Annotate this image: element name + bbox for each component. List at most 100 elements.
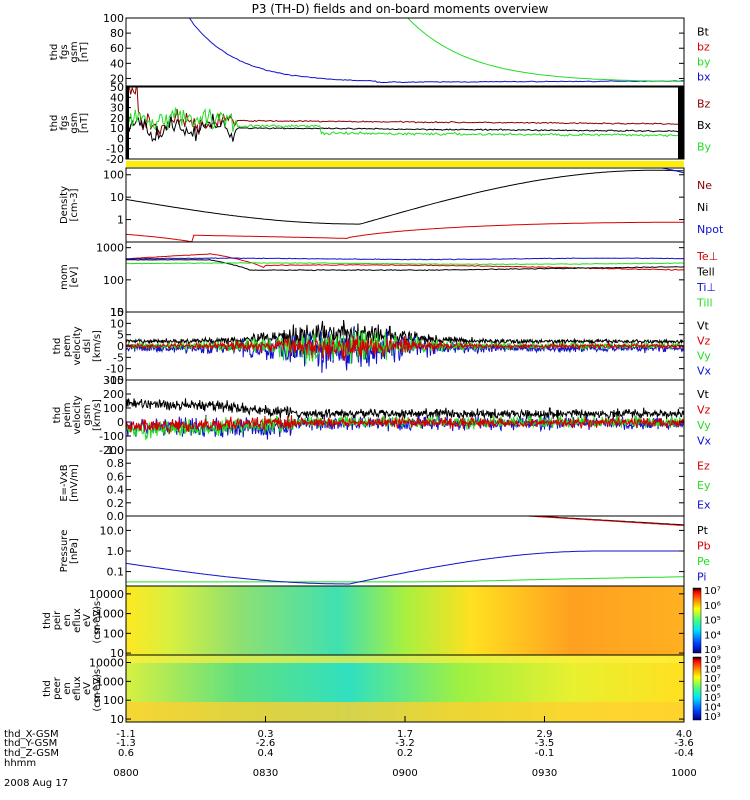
ylabel-perm-velocity-0: thd — [52, 338, 63, 355]
ylabel-fgs-mag-1: fgs — [59, 44, 70, 59]
ytick-label-peer-3: 10000 — [89, 657, 124, 670]
axis-row-2-value-3: -0.1 — [535, 748, 555, 759]
legend-pressure-0: Pt — [697, 524, 709, 537]
ylabel-peim-velocity-1: peim — [62, 402, 73, 427]
ytick-label-perm-velocity-3: 0 — [117, 340, 124, 353]
ylabel-peer-0: thd — [42, 680, 53, 697]
ylabel-efield-0: E=-VxB — [59, 464, 70, 501]
ytick-label-efield-3: 0.6 — [107, 470, 125, 483]
fgs-comp-edge-band — [678, 87, 684, 159]
ytick-label-density-1: 10 — [110, 191, 124, 204]
legend-perm-velocity-2: Vy — [697, 350, 711, 363]
ytick-label-efield-0: 0.0 — [107, 510, 125, 523]
ytick-label-peim-velocity-3: 100 — [103, 402, 124, 415]
legend-fgs-mag-2: by — [697, 56, 711, 69]
ytick-label-fgs-comp-6: 40 — [110, 91, 124, 104]
ylabel-perm-velocity-2: velocity — [72, 326, 83, 365]
heatmap-peer-high-band — [126, 655, 684, 663]
legend-fgs-mag-0: Bt — [697, 26, 710, 39]
series-vz — [126, 415, 684, 434]
series-vt — [126, 398, 684, 421]
series-by — [407, 18, 684, 82]
xtick-label-1: 0830 — [253, 768, 278, 779]
ylabel-pressure-0: Pressure — [59, 530, 70, 573]
ylabel-perm-velocity-3: dsl — [82, 339, 93, 353]
panel-peir-data — [126, 586, 684, 655]
axis-row-0-value-0: -1.1 — [116, 729, 136, 740]
axis-row-2-value-2: 0.2 — [397, 748, 413, 759]
axis-row-name-3: hhmm — [4, 758, 36, 769]
ytick-label-fgs-comp-5: 30 — [110, 102, 124, 115]
colorbar-tick-peir-1: 10⁴ — [704, 630, 721, 641]
series-tell — [126, 259, 684, 272]
panel-peir: 10³ 10⁴ 10⁵ 10⁶ 10⁷ 10 100 1000 10000 thd peir en ef… — [42, 585, 721, 660]
series-pi — [126, 550, 684, 585]
xtick-label-4: 1000 — [671, 768, 696, 779]
series-bx — [126, 113, 684, 143]
axis-row-name-0: thd_X-GSM — [4, 729, 59, 740]
ylabel-peim-velocity-0: thd — [52, 407, 63, 424]
ytick-label-peir-3: 10000 — [89, 588, 124, 601]
panel-fgs-comp-frame — [125, 86, 685, 160]
panel-fgs-mag-data — [188, 18, 684, 84]
series-pe — [126, 576, 684, 583]
axis-row-1-value-3: -3.5 — [535, 738, 555, 749]
series-vz — [126, 335, 684, 362]
ylabel-fgs-mag-2: gsm — [69, 41, 80, 62]
axis-row-name-2: thd_Z-GSM — [4, 748, 59, 759]
colorbar-tick-peer-2: 10⁵ — [704, 693, 721, 704]
ytick-label-pressure-2: 10.0 — [100, 524, 125, 537]
panel-density: 1 10 100 Density [cm-3] Ne Ni Npot — [59, 167, 724, 243]
ytick-label-peir-1: 100 — [103, 627, 124, 640]
ylabel-density-1: [cm-3] — [69, 188, 80, 221]
series-by — [126, 107, 684, 138]
ylabel-peir-6: sr-eV) — [92, 606, 103, 635]
colorbar-tick-peir-3: 10⁶ — [704, 601, 721, 612]
time-axis: thd_X-GSM -1.1 0.3 1.7 2.9 4.0 thd_Y-GSM -1.3 -2… — [4, 716, 697, 789]
ytick-label-temperature-1: 100 — [103, 274, 124, 287]
ylabel-fgs-mag-0: thd — [49, 44, 60, 61]
colorbar-tick-peer-6: 10⁹ — [704, 655, 721, 666]
ylabel-peir-5: (cm^2-s- — [92, 597, 103, 644]
xtick-label-3: 0930 — [532, 768, 557, 779]
ylabel-peer-4: eV — [82, 682, 93, 695]
series-ti-perp — [126, 257, 684, 261]
legend-fgs-mag-3: bx — [697, 71, 711, 84]
legend-temperature-3: Till — [696, 296, 713, 309]
fgs-comp-left-band — [126, 87, 129, 159]
series-bx — [188, 18, 684, 84]
ytick-label-temperature-0: 10 — [110, 306, 124, 319]
ylabel-peer-3: eflux — [72, 676, 83, 701]
axis-row-0-value-1: 0.3 — [258, 729, 274, 740]
xtick-label-0: 0800 — [113, 768, 138, 779]
ytick-label-efield-5: 1.0 — [107, 444, 125, 457]
ytick-label-perm-velocity-0: -15 — [106, 374, 124, 387]
series-vt — [126, 319, 684, 349]
ytick-label-fgs-mag-2: 60 — [110, 42, 124, 55]
ytick-label-peer-2: 1000 — [96, 675, 124, 688]
ytick-label-fgs-comp-4: 20 — [110, 112, 124, 125]
ytick-label-efield-2: 0.4 — [107, 484, 125, 497]
legend-fgs-comp-0: Bz — [697, 98, 711, 111]
colorbar-tick-peir-2: 10⁵ — [704, 616, 721, 627]
ytick-label-fgs-comp-3: 10 — [110, 122, 124, 135]
colorbar-tick-peer-4: 10⁷ — [704, 674, 721, 685]
ylabel-peer-2: en — [62, 682, 73, 695]
ytick-label-perm-velocity-6: 15 — [110, 306, 124, 319]
legend-peim-velocity-3: Vx — [697, 434, 712, 447]
legend-peim-velocity-2: Vy — [697, 419, 711, 432]
ylabel-peir-4: eV — [82, 614, 93, 627]
panel-fgs-comp-data — [126, 87, 684, 159]
ylabel-perm-velocity-1: pem — [62, 335, 73, 357]
ylabel-fgs-comp-3: [nT] — [79, 113, 90, 133]
axis-row-1-value-0: -1.3 — [116, 738, 136, 749]
ytick-label-fgs-comp-7: 50 — [110, 81, 124, 94]
ytick-label-fgs-comp-2: 0 — [117, 132, 124, 145]
ytick-label-density-0: 1 — [117, 214, 124, 227]
legend-perm-velocity-0: Vt — [697, 320, 710, 333]
legend-efield-1: Ey — [697, 479, 711, 492]
ytick-label-peim-velocity-2: 0 — [117, 416, 124, 429]
